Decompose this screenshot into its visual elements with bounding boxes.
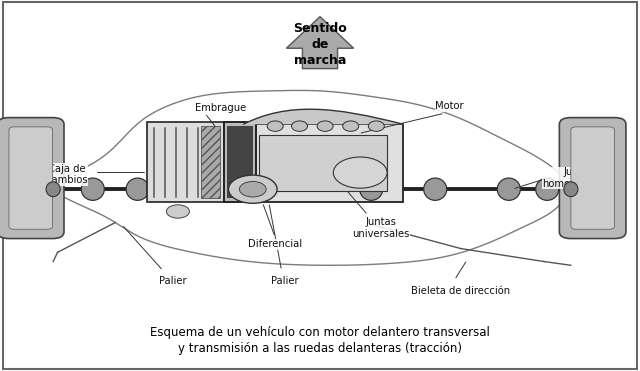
Ellipse shape [126, 178, 149, 200]
FancyBboxPatch shape [0, 118, 64, 239]
Bar [224, 122, 256, 202]
Text: Caja de
cambios: Caja de cambios [46, 164, 88, 185]
Bar [259, 135, 387, 191]
FancyBboxPatch shape [9, 127, 52, 229]
Text: Embrague: Embrague [195, 103, 246, 113]
Bar [201, 126, 220, 198]
FancyBboxPatch shape [571, 127, 614, 229]
Text: Palier: Palier [159, 276, 187, 286]
Ellipse shape [536, 178, 559, 200]
Ellipse shape [317, 121, 333, 131]
Circle shape [166, 205, 189, 218]
Ellipse shape [46, 182, 60, 197]
Text: Bieleta de dirección: Bieleta de dirección [412, 286, 510, 296]
Circle shape [333, 157, 387, 188]
Text: Juntas
universales: Juntas universales [352, 217, 410, 239]
Bar [250, 124, 403, 202]
Ellipse shape [360, 178, 383, 200]
Circle shape [239, 181, 266, 197]
Text: Palier: Palier [271, 276, 299, 286]
Ellipse shape [343, 121, 359, 131]
Text: Esquema de un vehículo con motor delantero transversal: Esquema de un vehículo con motor delante… [150, 325, 490, 339]
Ellipse shape [369, 121, 384, 131]
Text: Diferencial: Diferencial [248, 239, 302, 249]
Ellipse shape [292, 121, 308, 131]
Bar [227, 126, 253, 198]
Ellipse shape [81, 178, 104, 200]
Ellipse shape [564, 182, 578, 197]
Text: Junta
homocinética: Junta homocinética [542, 167, 610, 189]
Ellipse shape [424, 178, 447, 200]
Ellipse shape [497, 178, 520, 200]
Ellipse shape [268, 121, 283, 131]
Bar [147, 122, 224, 202]
PathPatch shape [243, 109, 403, 124]
Text: Sentido
de
marcha: Sentido de marcha [293, 22, 347, 67]
FancyBboxPatch shape [559, 118, 626, 239]
Circle shape [228, 175, 277, 203]
Polygon shape [287, 17, 354, 69]
Text: Motor: Motor [435, 101, 464, 111]
Text: y transmisión a las ruedas delanteras (tracción): y transmisión a las ruedas delanteras (t… [178, 342, 462, 355]
